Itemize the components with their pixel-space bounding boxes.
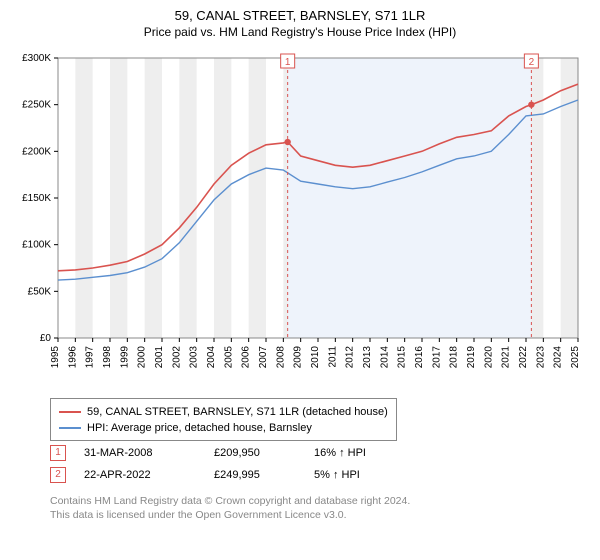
svg-text:£100K: £100K — [22, 240, 51, 251]
svg-text:2025: 2025 — [570, 346, 581, 369]
svg-text:2019: 2019 — [466, 346, 477, 369]
svg-text:2015: 2015 — [397, 346, 408, 369]
footnote-line: This data is licensed under the Open Gov… — [50, 508, 410, 522]
svg-text:2002: 2002 — [171, 346, 182, 369]
title-block: 59, CANAL STREET, BARNSLEY, S71 1LR Pric… — [0, 0, 600, 39]
legend-row: HPI: Average price, detached house, Barn… — [59, 420, 388, 436]
svg-text:1998: 1998 — [102, 346, 113, 369]
svg-text:1997: 1997 — [85, 346, 96, 369]
svg-text:£150K: £150K — [22, 193, 51, 204]
svg-text:2003: 2003 — [189, 346, 200, 369]
chart-svg: £0 £50K £100K £150K £200K £250K £300K 1995 1996 1… — [8, 48, 592, 388]
svg-text:1995: 1995 — [50, 346, 61, 369]
svg-text:2023: 2023 — [535, 346, 546, 369]
svg-text:£0: £0 — [40, 333, 52, 344]
svg-text:£200K: £200K — [22, 146, 51, 157]
datapoint-badge: 2 — [50, 467, 66, 483]
svg-text:1: 1 — [285, 57, 291, 68]
title-address: 59, CANAL STREET, BARNSLEY, S71 1LR — [0, 8, 600, 23]
datapoint-table: 1 31-MAR-2008 £209,950 16% ↑ HPI 2 22-AP… — [50, 442, 414, 486]
svg-text:£300K: £300K — [22, 53, 51, 64]
datapoint-delta: 5% ↑ HPI — [314, 469, 414, 481]
datapoint-row: 2 22-APR-2022 £249,995 5% ↑ HPI — [50, 464, 414, 486]
legend-row: 59, CANAL STREET, BARNSLEY, S71 1LR (det… — [59, 404, 388, 420]
svg-text:1996: 1996 — [67, 346, 78, 369]
svg-text:2000: 2000 — [137, 346, 148, 369]
svg-text:2007: 2007 — [258, 346, 269, 369]
svg-text:2009: 2009 — [293, 346, 304, 369]
svg-text:2010: 2010 — [310, 346, 321, 369]
datapoint-delta: 16% ↑ HPI — [314, 447, 414, 459]
svg-text:£250K: £250K — [22, 100, 51, 111]
svg-text:2011: 2011 — [327, 346, 338, 368]
svg-text:2012: 2012 — [345, 346, 356, 369]
svg-text:2004: 2004 — [206, 346, 217, 369]
datapoint-price: £249,995 — [214, 469, 314, 481]
datapoint-date: 31-MAR-2008 — [84, 447, 214, 459]
datapoint-date: 22-APR-2022 — [84, 469, 214, 481]
svg-text:2008: 2008 — [275, 346, 286, 369]
svg-text:2022: 2022 — [518, 346, 529, 369]
svg-text:2016: 2016 — [414, 346, 425, 369]
svg-text:2005: 2005 — [223, 346, 234, 369]
chart: £0 £50K £100K £150K £200K £250K £300K 1995 1996 1… — [8, 48, 592, 388]
footnote-line: Contains HM Land Registry data © Crown c… — [50, 494, 410, 508]
svg-text:1999: 1999 — [119, 346, 130, 369]
svg-text:2: 2 — [529, 57, 535, 68]
legend-label: 59, CANAL STREET, BARNSLEY, S71 1LR (det… — [87, 404, 388, 420]
legend-swatch — [59, 411, 81, 413]
svg-text:2024: 2024 — [553, 346, 564, 369]
svg-text:2006: 2006 — [241, 346, 252, 369]
datapoint-price: £209,950 — [214, 447, 314, 459]
svg-text:2014: 2014 — [379, 346, 390, 369]
footnote: Contains HM Land Registry data © Crown c… — [50, 494, 410, 522]
legend: 59, CANAL STREET, BARNSLEY, S71 1LR (det… — [50, 398, 397, 441]
svg-text:£50K: £50K — [28, 286, 52, 297]
svg-text:2001: 2001 — [154, 346, 165, 369]
svg-text:2018: 2018 — [449, 346, 460, 369]
svg-text:2020: 2020 — [483, 346, 494, 369]
legend-swatch — [59, 427, 81, 429]
svg-text:2017: 2017 — [431, 346, 442, 369]
datapoint-badge: 1 — [50, 445, 66, 461]
title-subtitle: Price paid vs. HM Land Registry's House … — [0, 25, 600, 39]
svg-text:2021: 2021 — [501, 346, 512, 369]
legend-label: HPI: Average price, detached house, Barn… — [87, 420, 312, 436]
svg-text:2013: 2013 — [362, 346, 373, 369]
chart-container: 59, CANAL STREET, BARNSLEY, S71 1LR Pric… — [0, 0, 600, 560]
datapoint-row: 1 31-MAR-2008 £209,950 16% ↑ HPI — [50, 442, 414, 464]
